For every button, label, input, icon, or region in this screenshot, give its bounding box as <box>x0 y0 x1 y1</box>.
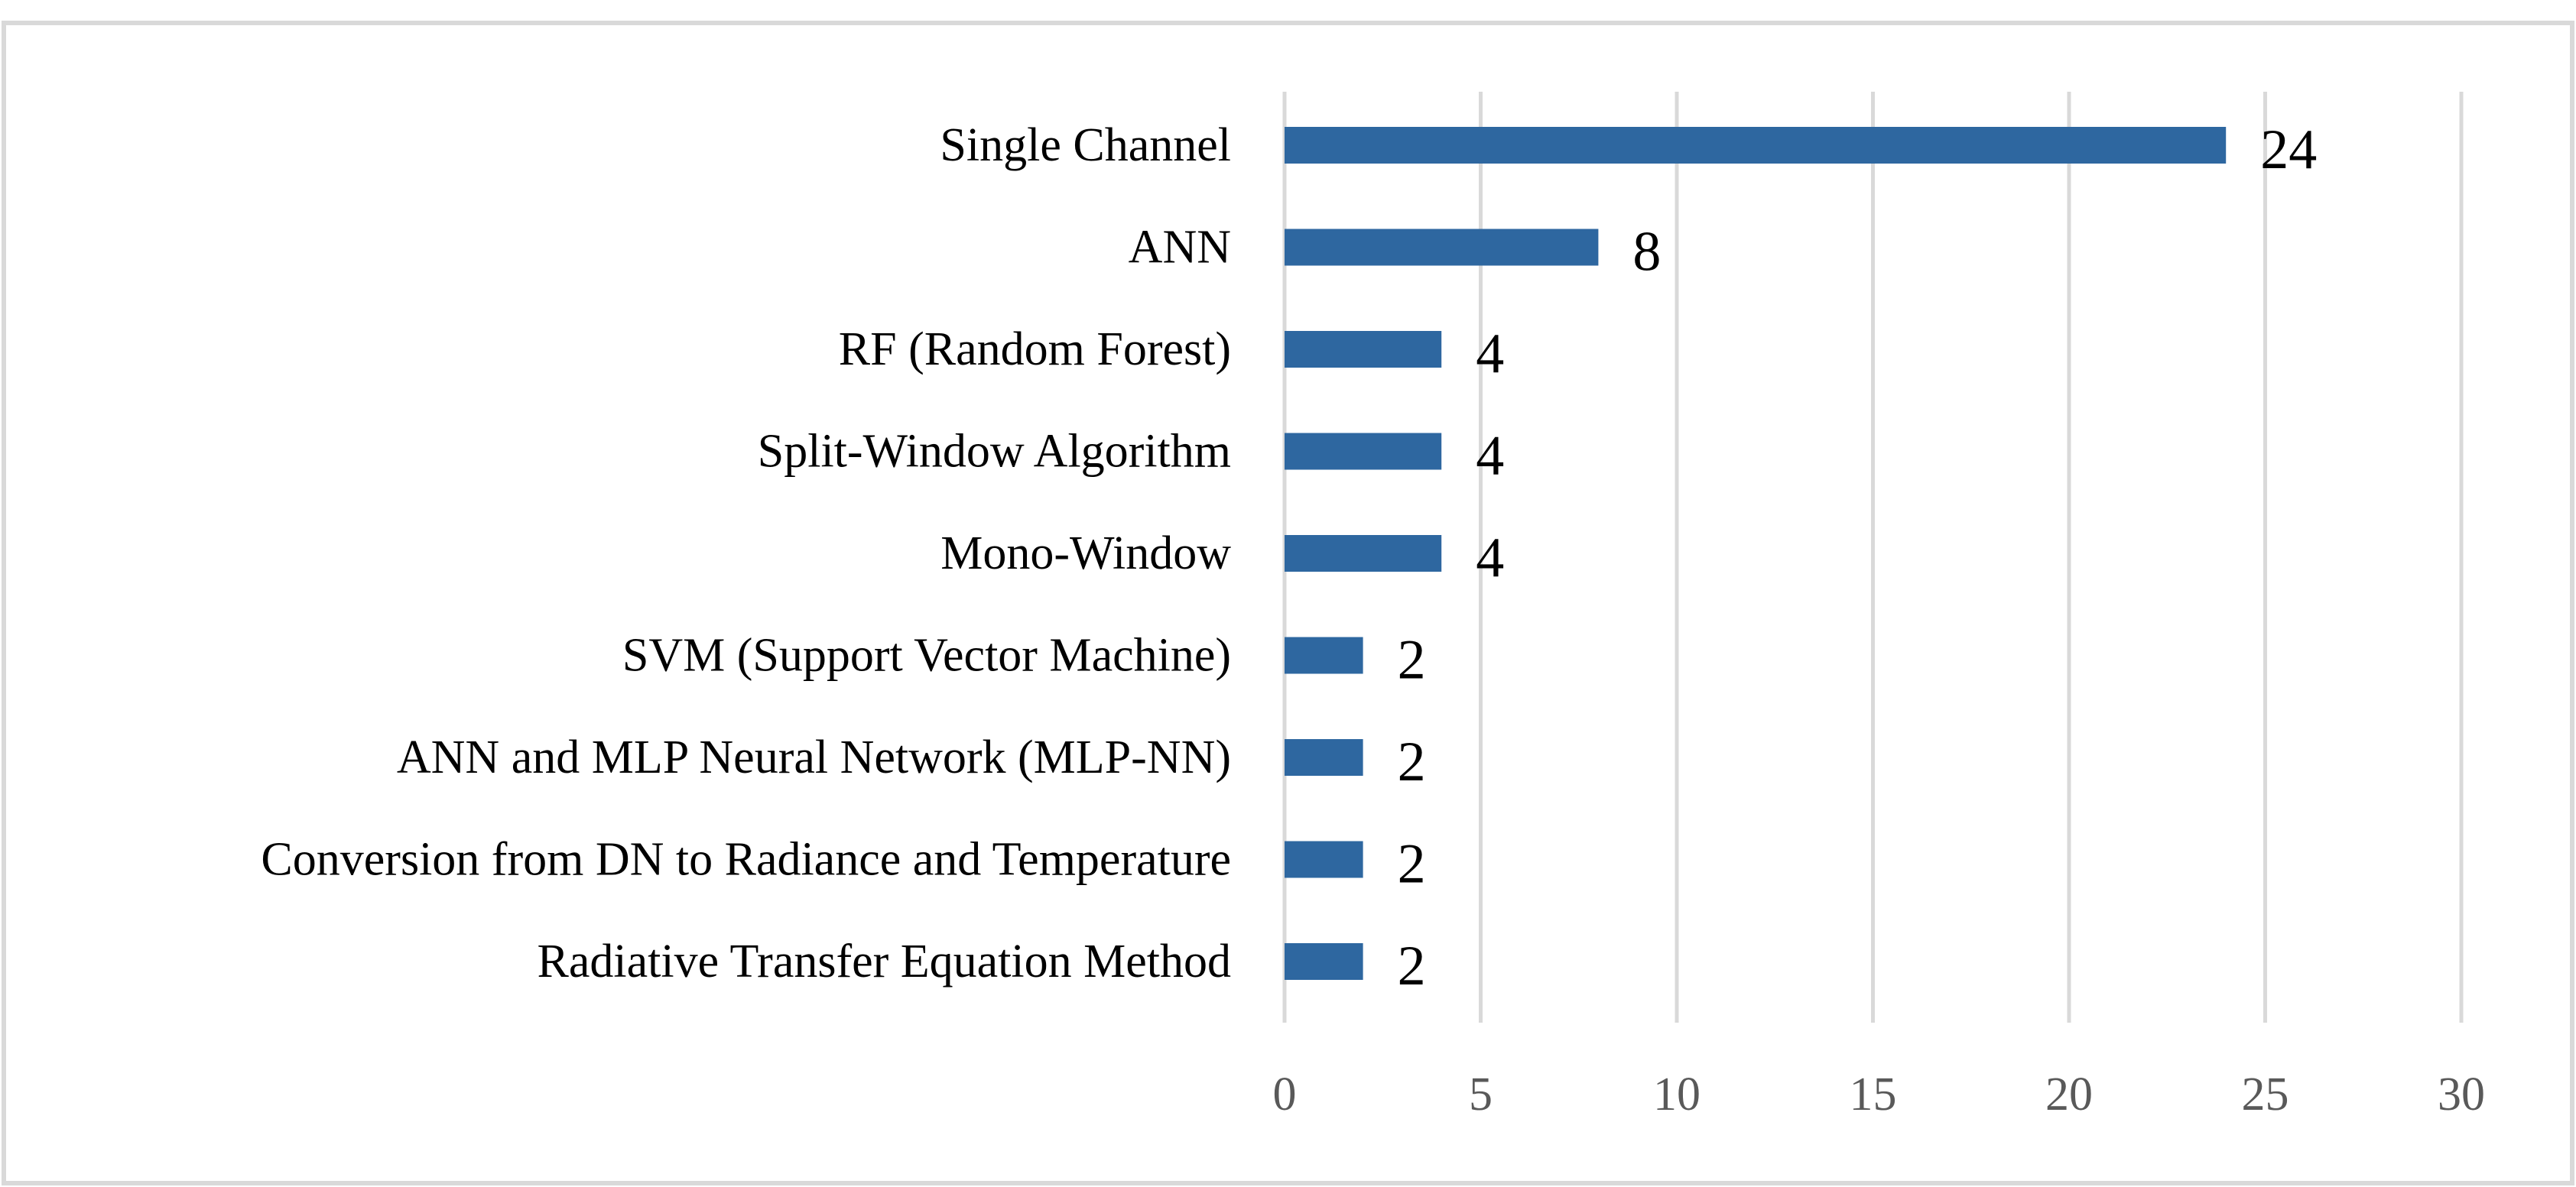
data-label: 24 <box>2260 118 2317 181</box>
bar <box>1285 943 1363 980</box>
bar <box>1285 127 2227 164</box>
x-tick-label: 5 <box>1469 1069 1493 1121</box>
category-labels: Single Channel ANN RF (Random Forest) Split… <box>261 119 1231 988</box>
data-label: 2 <box>1398 629 1426 692</box>
bar <box>1285 229 1599 266</box>
category-label: ANN and MLP Neural Network (MLP-NN) <box>397 731 1231 783</box>
category-label: RF (Random Forest) <box>839 323 1231 375</box>
x-tick-label: 20 <box>2045 1069 2093 1121</box>
chart-border <box>2 21 2574 1185</box>
category-label: Radiative Transfer Equation Method <box>538 936 1231 988</box>
data-label: 4 <box>1476 323 1504 385</box>
x-tick-label: 30 <box>2438 1069 2485 1121</box>
data-label: 2 <box>1398 731 1426 793</box>
data-label: 4 <box>1476 527 1504 589</box>
bars <box>1285 127 2227 980</box>
category-label: ANN <box>1129 222 1231 274</box>
data-label: 2 <box>1398 935 1426 997</box>
category-label: Single Channel <box>940 119 1231 171</box>
category-label: Conversion from DN to Radiance and Tempe… <box>261 834 1231 886</box>
bar <box>1285 841 1363 878</box>
x-tick-label: 0 <box>1273 1069 1297 1121</box>
data-label: 4 <box>1476 425 1504 488</box>
bar <box>1285 535 1442 572</box>
bar <box>1285 637 1363 674</box>
bar <box>1285 739 1363 776</box>
x-tick-label: 25 <box>2242 1069 2289 1121</box>
x-axis-ticks: 0 5 10 15 20 25 30 <box>1273 1069 2486 1121</box>
x-tick-label: 15 <box>1850 1069 1897 1121</box>
data-label: 2 <box>1398 833 1426 896</box>
x-tick-label: 10 <box>1653 1069 1701 1121</box>
category-label: SVM (Support Vector Machine) <box>622 630 1231 682</box>
bar <box>1285 433 1442 470</box>
bar <box>1285 331 1442 368</box>
category-label: Mono-Window <box>940 527 1231 579</box>
data-label: 8 <box>1632 221 1661 284</box>
category-label: Split-Window Algorithm <box>758 426 1231 478</box>
